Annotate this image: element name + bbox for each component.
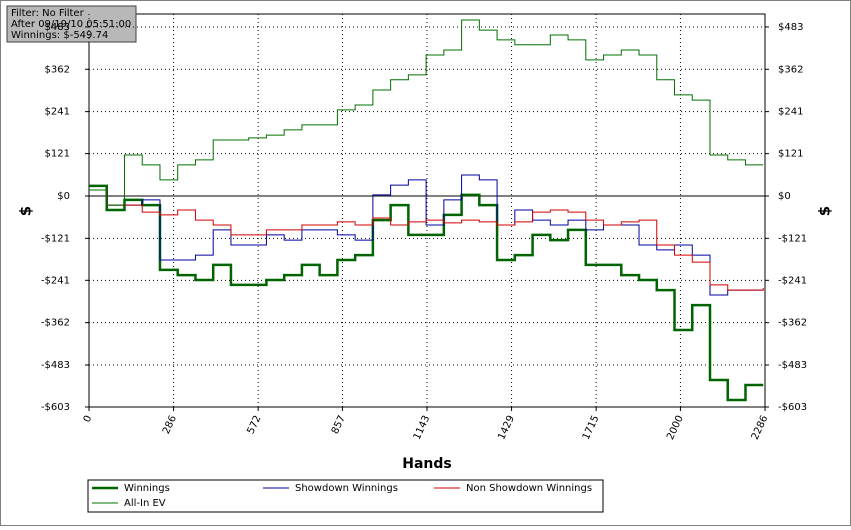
- legend-label: Winnings: [124, 483, 170, 494]
- y-tick-label: -$362: [41, 318, 70, 329]
- y-tick-label: -$483: [41, 360, 70, 371]
- y-tick-label: -$241: [41, 275, 70, 286]
- series-line: [89, 174, 764, 296]
- info-box: [6, 5, 137, 43]
- y2-tick-label: $241: [778, 107, 803, 118]
- info-text: Winnings: $-549.74: [11, 30, 108, 41]
- y-tick-label: $362: [45, 64, 70, 75]
- legend: [87, 479, 604, 513]
- y2-tick-label: $362: [778, 64, 803, 75]
- x-tick-label: 0: [82, 414, 95, 424]
- legend-label: Non Showdown Winnings: [466, 483, 592, 494]
- y-tick-label: $0: [57, 191, 70, 202]
- y2-tick-label: $0: [778, 191, 791, 202]
- y2-tick-label: $483: [778, 22, 803, 33]
- info-text: Filter: No Filter: [11, 8, 85, 19]
- legend-label: All-In EV: [124, 498, 166, 509]
- y2-tick-label: -$483: [778, 360, 807, 371]
- y2-tick-label: -$362: [778, 318, 807, 329]
- series-line: [89, 189, 764, 291]
- y2-tick-label: -$121: [778, 233, 807, 244]
- x-axis-label: Hands: [402, 456, 452, 472]
- y-tick-label: $483: [45, 22, 70, 33]
- y2-tick-label: $121: [778, 149, 803, 160]
- series-line: [89, 184, 764, 402]
- y2-axis-label: $: [816, 206, 834, 216]
- legend-label: Showdown Winnings: [295, 483, 398, 494]
- y2-tick-label: -$241: [778, 275, 807, 286]
- y2-tick-label: -$603: [778, 402, 807, 413]
- y-tick-label: $121: [45, 149, 70, 160]
- y-tick-label: -$603: [41, 402, 70, 413]
- series-line: [89, 19, 764, 206]
- y-axis-label: $: [17, 206, 35, 216]
- y-tick-label: -$121: [41, 233, 70, 244]
- y-tick-label: $241: [45, 107, 70, 118]
- info-text: After 09/19/10 05:51:00: [11, 19, 131, 30]
